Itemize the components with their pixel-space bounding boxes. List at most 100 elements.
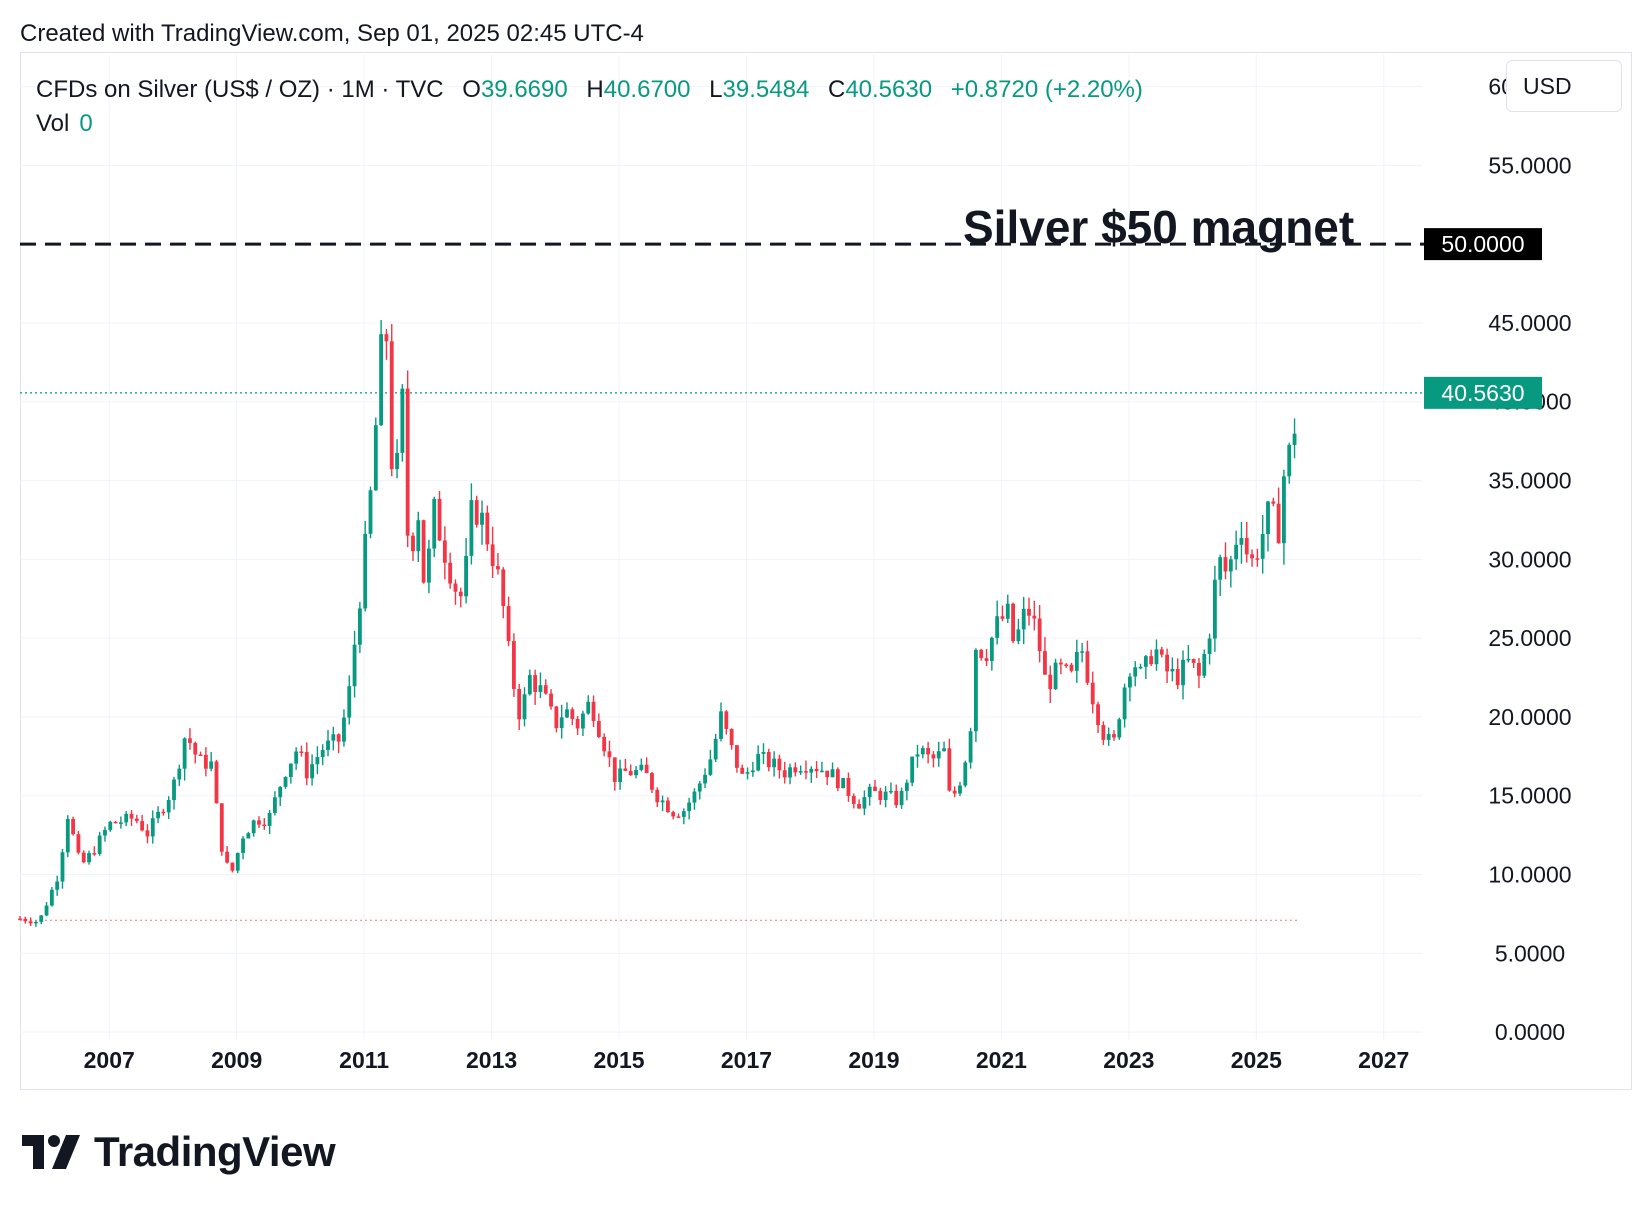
last-price-label: 40.5630 <box>1441 380 1524 406</box>
candle-body <box>182 738 187 769</box>
candle-body <box>235 852 240 871</box>
y-tick-label: 35.0000 <box>1488 468 1571 494</box>
candle-body <box>596 721 601 737</box>
candle-body <box>623 768 628 771</box>
y-tick-label: 20.0000 <box>1488 704 1571 730</box>
candle-body <box>719 711 723 739</box>
candle-body <box>198 754 203 756</box>
candle-body <box>241 838 245 853</box>
candle-body <box>23 918 28 922</box>
candle-body <box>782 770 787 778</box>
y-tick-label: 30.0000 <box>1488 546 1571 572</box>
candle-body <box>81 852 86 863</box>
candle-body <box>1218 557 1223 580</box>
candle-body <box>554 706 559 729</box>
y-tick-label: 25.0000 <box>1488 625 1571 651</box>
candle-body <box>411 535 415 552</box>
candle-body <box>87 853 91 863</box>
candle-body <box>1181 659 1185 686</box>
currency-button[interactable]: USD <box>1506 60 1622 112</box>
candle-body <box>867 786 872 798</box>
candle-body <box>453 583 458 592</box>
candle-body <box>97 835 102 854</box>
candle-body <box>926 748 931 755</box>
x-tick-label: 2007 <box>84 1047 135 1073</box>
candle-body <box>469 500 474 556</box>
candle-body <box>804 771 808 773</box>
candle-body <box>745 772 750 774</box>
candle-body <box>511 641 516 689</box>
candle-body <box>71 818 76 835</box>
candle-body <box>1048 674 1053 690</box>
candle-body <box>464 555 469 597</box>
tradingview-logo[interactable]: TradingView <box>22 1128 336 1176</box>
candle-body <box>1250 554 1254 559</box>
candle-body <box>49 889 54 906</box>
candle-body <box>251 820 256 834</box>
candle-body <box>34 921 38 924</box>
candle-body <box>161 811 166 814</box>
symbol-legend: CFDs on Silver (US$ / OZ) · 1M · TVC O39… <box>36 76 1143 104</box>
candle-body <box>373 425 378 491</box>
volume-value: 0 <box>79 110 93 137</box>
candle-body <box>1032 615 1037 619</box>
candle-body <box>835 769 840 789</box>
candle-body <box>612 757 617 783</box>
y-tick-label: 0.0000 <box>1495 1019 1565 1045</box>
candle-body <box>671 812 676 817</box>
candle-body <box>825 770 830 778</box>
candle-body <box>1271 501 1276 504</box>
candle-body <box>416 520 421 552</box>
candle-body <box>1282 476 1286 544</box>
candle-body <box>28 921 33 924</box>
candle-body <box>565 709 569 718</box>
candle-body <box>750 770 755 773</box>
candle-body <box>124 813 129 823</box>
candle-body <box>458 591 463 597</box>
open-label: O <box>462 76 481 103</box>
candle-body <box>586 701 591 714</box>
created-with-text: Created with TradingView.com, Sep 01, 20… <box>20 20 644 47</box>
candle-body <box>591 701 596 722</box>
candle-body <box>395 452 399 470</box>
candle-body <box>490 544 495 567</box>
candle-body <box>60 852 65 882</box>
candle-body <box>798 771 803 773</box>
candle-body <box>549 693 553 707</box>
candle-body <box>246 833 251 839</box>
open-value: 39.6690 <box>480 76 568 103</box>
candle-body <box>1159 649 1164 655</box>
candle-body <box>920 748 925 755</box>
candle-body <box>819 770 824 773</box>
candle-body <box>958 785 962 794</box>
candle-body <box>278 786 283 798</box>
candle-body <box>379 334 384 426</box>
candle-body <box>1239 537 1244 545</box>
candle-body <box>963 762 968 786</box>
candle-body <box>1228 559 1233 572</box>
candle-body <box>650 773 654 790</box>
change-value: +0.8720 (+2.20%) <box>950 76 1143 103</box>
candle-body <box>304 751 309 779</box>
candle-body <box>708 759 713 775</box>
candle-body <box>1170 668 1175 672</box>
candle-body <box>1154 649 1159 665</box>
candle-body <box>655 789 660 803</box>
candle-body <box>915 754 920 757</box>
close-value: 40.5630 <box>845 76 933 103</box>
candle-body <box>1202 653 1207 676</box>
candle-body <box>1112 734 1116 738</box>
candle-body <box>257 820 261 825</box>
candle-body <box>432 498 437 549</box>
candle-body <box>942 748 946 752</box>
candle-body <box>517 688 522 720</box>
level-50-label-bg <box>1424 228 1542 261</box>
candle-body <box>851 795 856 804</box>
candle-body <box>1255 558 1260 560</box>
candle-body <box>1069 664 1074 671</box>
candle-body <box>1085 651 1090 683</box>
y-tick-label: 55.0000 <box>1488 152 1571 178</box>
candle-body <box>262 824 267 827</box>
x-tick-label: 2011 <box>339 1047 389 1073</box>
